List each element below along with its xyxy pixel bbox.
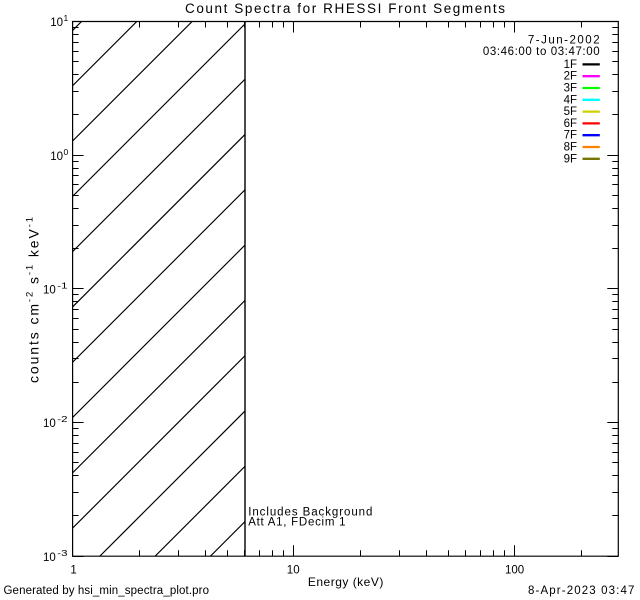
svg-text:-3: -3 [57,548,68,558]
svg-text:counts cm-2 s-1 keV-1: counts cm-2 s-1 keV-1 [25,215,42,383]
svg-text:Energy (keV): Energy (keV) [308,575,384,589]
svg-text:10: 10 [50,151,63,163]
svg-text:2F: 2F [564,71,577,83]
svg-text:Count Spectra for RHESSI Front: Count Spectra for RHESSI Front Segments [185,1,505,16]
svg-text:10: 10 [43,552,56,564]
svg-text:0: 0 [64,147,69,157]
svg-text:10: 10 [43,284,56,296]
svg-text:6F: 6F [564,118,577,130]
svg-text:Includes Background: Includes Background [248,507,372,519]
svg-text:4F: 4F [564,94,577,106]
svg-text:9F: 9F [564,153,577,165]
svg-text:-2: -2 [57,414,68,424]
svg-text:-1: -1 [57,281,68,291]
svg-text:7F: 7F [564,130,577,142]
svg-text:8-Apr-2023 03:47: 8-Apr-2023 03:47 [528,585,634,597]
svg-text:Generated by hsi_min_spectra_p: Generated by hsi_min_spectra_plot.pro [4,585,210,597]
svg-text:1: 1 [70,565,76,577]
svg-text:3F: 3F [564,83,577,95]
svg-text:7-Jun-2002: 7-Jun-2002 [528,35,600,47]
svg-text:8F: 8F [564,142,577,154]
svg-text:1F: 1F [564,59,577,71]
svg-text:03:46:00 to 03:47:00: 03:46:00 to 03:47:00 [483,46,600,58]
svg-text:10: 10 [287,565,300,577]
svg-text:10: 10 [43,418,56,430]
svg-text:10: 10 [50,17,63,29]
svg-text:100: 100 [505,565,524,577]
svg-text:5F: 5F [564,106,577,118]
svg-text:Att A1, FDecim 1: Att A1, FDecim 1 [248,516,345,528]
svg-text:1: 1 [64,13,69,23]
